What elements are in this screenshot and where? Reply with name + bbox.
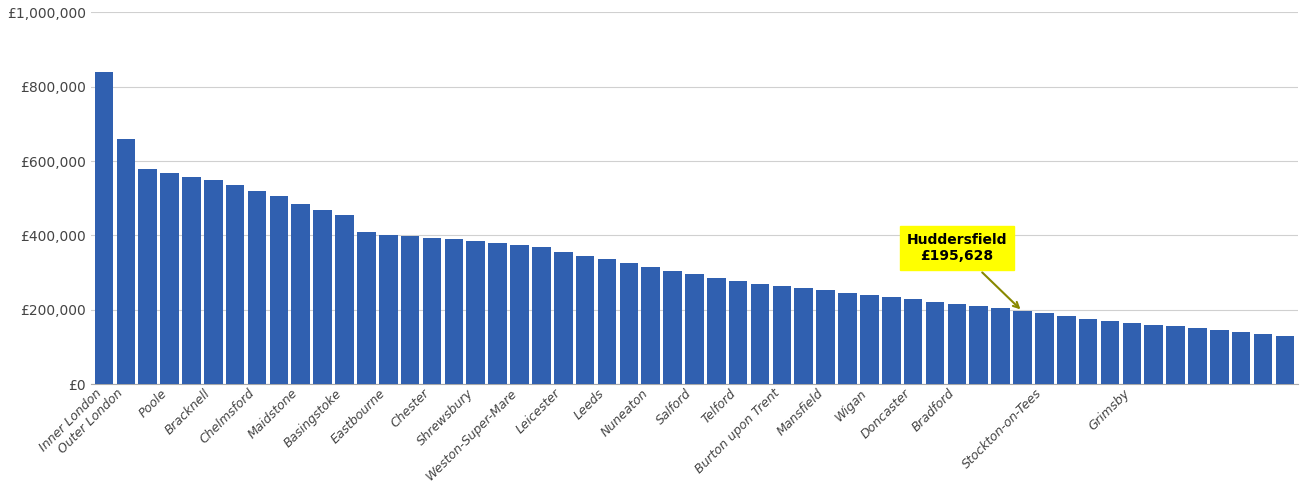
Bar	[116, 139, 136, 384]
Bar	[313, 210, 331, 384]
Bar	[291, 204, 311, 384]
Text: Huddersfield
£195,628: Huddersfield £195,628	[907, 233, 1019, 308]
Bar	[663, 270, 681, 384]
Bar	[729, 281, 748, 384]
Bar	[773, 286, 791, 384]
Bar	[1167, 326, 1185, 384]
Bar	[750, 284, 770, 384]
Bar	[1013, 311, 1032, 384]
Bar	[817, 291, 835, 384]
Bar	[1122, 323, 1141, 384]
Bar	[423, 238, 441, 384]
Bar	[838, 293, 857, 384]
Bar	[161, 173, 179, 384]
Bar	[445, 239, 463, 384]
Bar	[510, 245, 529, 384]
Bar	[358, 232, 376, 384]
Bar	[685, 274, 703, 384]
Bar	[401, 236, 419, 384]
Bar	[1232, 332, 1250, 384]
Bar	[641, 267, 660, 384]
Bar	[532, 247, 551, 384]
Bar	[598, 259, 616, 384]
Bar	[1210, 330, 1228, 384]
Bar	[992, 308, 1010, 384]
Bar	[204, 180, 223, 384]
Bar	[1144, 324, 1163, 384]
Bar	[378, 235, 398, 384]
Bar	[1100, 321, 1120, 384]
Bar	[795, 288, 813, 384]
Bar	[226, 185, 244, 384]
Bar	[270, 196, 288, 384]
Bar	[882, 297, 900, 384]
Bar	[1035, 314, 1053, 384]
Bar	[860, 295, 878, 384]
Bar	[1188, 328, 1207, 384]
Bar	[1254, 334, 1272, 384]
Bar	[925, 301, 945, 384]
Bar	[335, 215, 354, 384]
Bar	[707, 278, 726, 384]
Bar	[183, 177, 201, 384]
Bar	[466, 241, 485, 384]
Bar	[576, 256, 594, 384]
Bar	[620, 263, 638, 384]
Bar	[970, 306, 988, 384]
Bar	[1276, 336, 1295, 384]
Bar	[488, 243, 506, 384]
Bar	[904, 299, 923, 384]
Bar	[95, 72, 114, 384]
Bar	[1057, 316, 1075, 384]
Bar	[1079, 318, 1098, 384]
Bar	[138, 169, 157, 384]
Bar	[553, 252, 573, 384]
Bar	[248, 191, 266, 384]
Bar	[947, 304, 966, 384]
